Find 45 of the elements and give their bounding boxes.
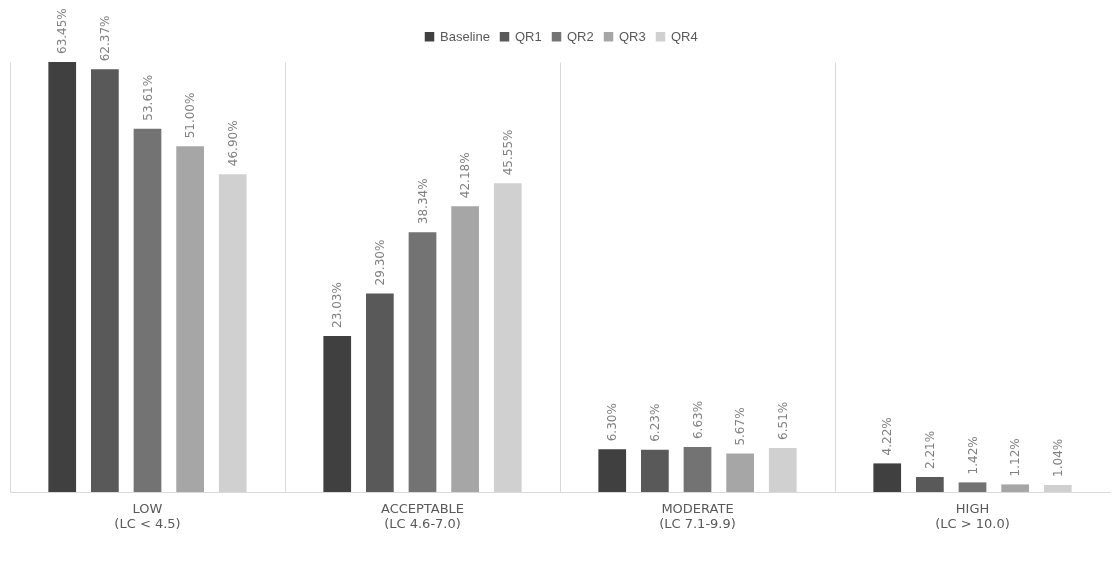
bar — [323, 335, 352, 492]
data-label: 38.34% — [415, 178, 430, 225]
data-label: 1.12% — [1008, 438, 1023, 477]
bar — [133, 128, 162, 492]
data-label: 29.30% — [372, 239, 387, 286]
data-label: 51.00% — [183, 92, 198, 139]
bar — [91, 69, 119, 492]
x-tick-label: HIGH (LC > 10.0) — [935, 500, 1010, 531]
data-label: 4.22% — [880, 417, 895, 456]
data-label: 53.61% — [140, 74, 155, 121]
data-label: 62.37% — [97, 15, 112, 62]
bar — [1001, 484, 1029, 492]
bar — [873, 463, 902, 492]
data-label: 42.18% — [458, 152, 473, 199]
bar — [726, 453, 754, 492]
data-label: 6.63% — [690, 400, 705, 440]
legend-label: QR3 — [619, 28, 646, 44]
bar — [598, 449, 627, 492]
data-label: 63.45% — [55, 8, 70, 54]
data-label: 6.51% — [775, 401, 790, 440]
bar — [451, 206, 479, 492]
bar — [958, 482, 987, 492]
data-label: 2.21% — [922, 430, 937, 470]
legend-label: QR4 — [671, 28, 698, 44]
bar — [916, 477, 944, 492]
bar — [366, 293, 394, 492]
bar — [48, 62, 77, 492]
bar — [683, 447, 712, 492]
data-label: 6.23% — [647, 403, 662, 442]
data-label: 45.55% — [500, 129, 515, 176]
data-label: 1.04% — [1050, 438, 1065, 477]
data-label: 6.30% — [605, 403, 620, 442]
bar — [176, 146, 204, 492]
data-label: 5.67% — [733, 407, 748, 446]
legend-label: Baseline — [440, 28, 490, 44]
data-label: 1.42% — [965, 436, 980, 475]
data-label: 23.03% — [330, 282, 345, 328]
x-tick-label: MODERATE (LC 7.1-9.9) — [659, 500, 736, 531]
x-tick-label: LOW (LC < 4.5) — [114, 500, 181, 531]
legend-label: QR1 — [515, 28, 542, 44]
bar — [641, 449, 669, 492]
legend-label: QR2 — [567, 28, 594, 44]
bar — [408, 232, 437, 492]
data-label: 46.90% — [225, 120, 240, 167]
x-tick-label: ACCEPTABLE (LC 4.6-7.0) — [380, 500, 465, 531]
